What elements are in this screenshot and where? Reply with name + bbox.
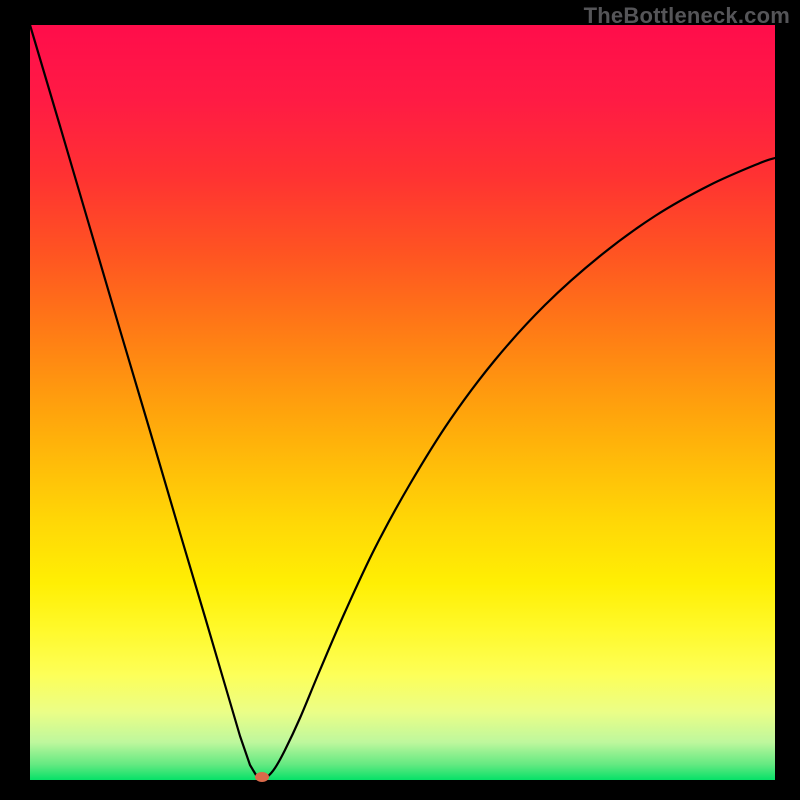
chart-container: TheBottleneck.com [0, 0, 800, 800]
bottleneck-chart [0, 0, 800, 800]
attribution-text: TheBottleneck.com [584, 3, 790, 29]
optimal-point-marker [255, 772, 269, 782]
